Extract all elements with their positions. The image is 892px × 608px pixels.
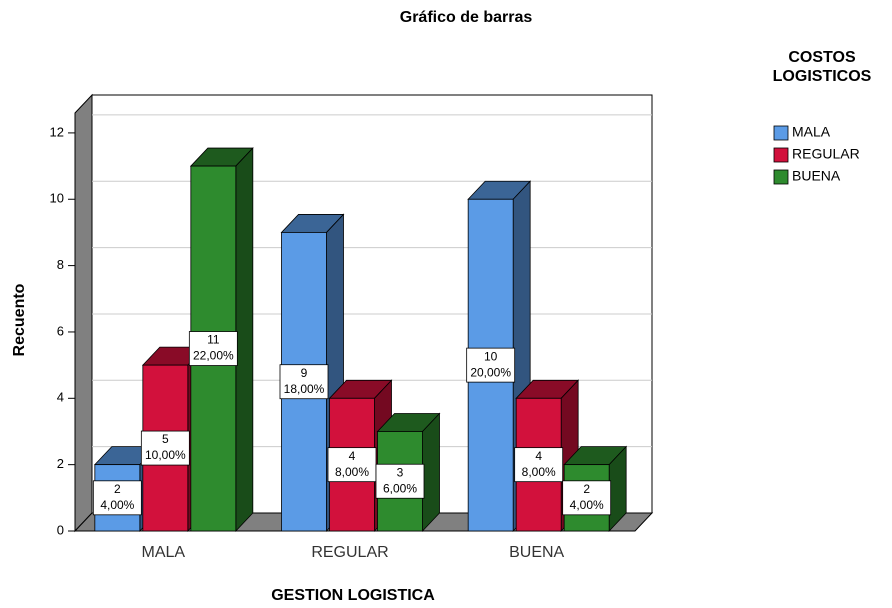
data-label-percent: 22,00% [193, 349, 234, 363]
data-label-percent: 4,00% [570, 498, 604, 512]
data-label: 4 [349, 449, 356, 463]
x-tick-label: BUENA [509, 544, 564, 561]
data-label-box [188, 331, 238, 366]
data-label-box [466, 347, 516, 383]
legend-swatch [773, 125, 789, 141]
data-label-box [327, 447, 377, 483]
data-label-percent: 8,00% [522, 465, 556, 479]
data-label: 5 [162, 432, 169, 446]
bar-side [422, 412, 440, 533]
data-label: 3 [397, 465, 404, 479]
y-tick-label: 2 [57, 456, 64, 471]
data-label-box [375, 463, 425, 499]
data-label: 2 [583, 482, 590, 496]
data-label-box [92, 480, 142, 516]
data-label-percent: 18,00% [284, 382, 325, 396]
legend-swatch [773, 169, 789, 185]
data-label-percent: 8,00% [335, 465, 369, 479]
data-label: 2 [114, 482, 121, 496]
legend-swatch [773, 147, 789, 163]
data-label-box [140, 430, 190, 466]
legend-label: MALA [792, 124, 831, 140]
data-label: 9 [301, 366, 308, 380]
data-label: 10 [484, 349, 498, 363]
chart-title: Gráfico de barras [400, 9, 533, 26]
data-label-percent: 10,00% [145, 448, 186, 462]
x-axis-title: GESTION LOGISTICA [271, 587, 435, 604]
data-label: 4 [535, 449, 542, 463]
data-label-percent: 6,00% [383, 481, 417, 495]
data-label-percent: 4,00% [100, 498, 134, 512]
legend-label: BUENA [792, 168, 841, 184]
data-label-box [279, 364, 329, 400]
data-label-box [514, 447, 564, 483]
x-tick-label: REGULAR [311, 544, 388, 561]
y-tick-label: 10 [50, 191, 64, 206]
x-tick-label: MALA [142, 544, 186, 561]
legend-title: LOGISTICOS [773, 68, 872, 85]
y-tick-label: 4 [57, 390, 64, 405]
bar-side [235, 147, 254, 533]
y-tick-label: 0 [57, 522, 64, 537]
data-label-percent: 20,00% [470, 365, 511, 379]
legend-title: COSTOS [788, 49, 856, 66]
y-tick-label: 12 [50, 124, 64, 139]
y-axis-title: Recuento [11, 283, 28, 356]
y-tick-label: 8 [57, 257, 64, 272]
y-tick-label: 6 [57, 323, 64, 338]
data-label-box [562, 480, 612, 516]
legend-label: REGULAR [792, 146, 860, 162]
side-wall [74, 93, 93, 533]
data-label: 11 [207, 333, 220, 347]
